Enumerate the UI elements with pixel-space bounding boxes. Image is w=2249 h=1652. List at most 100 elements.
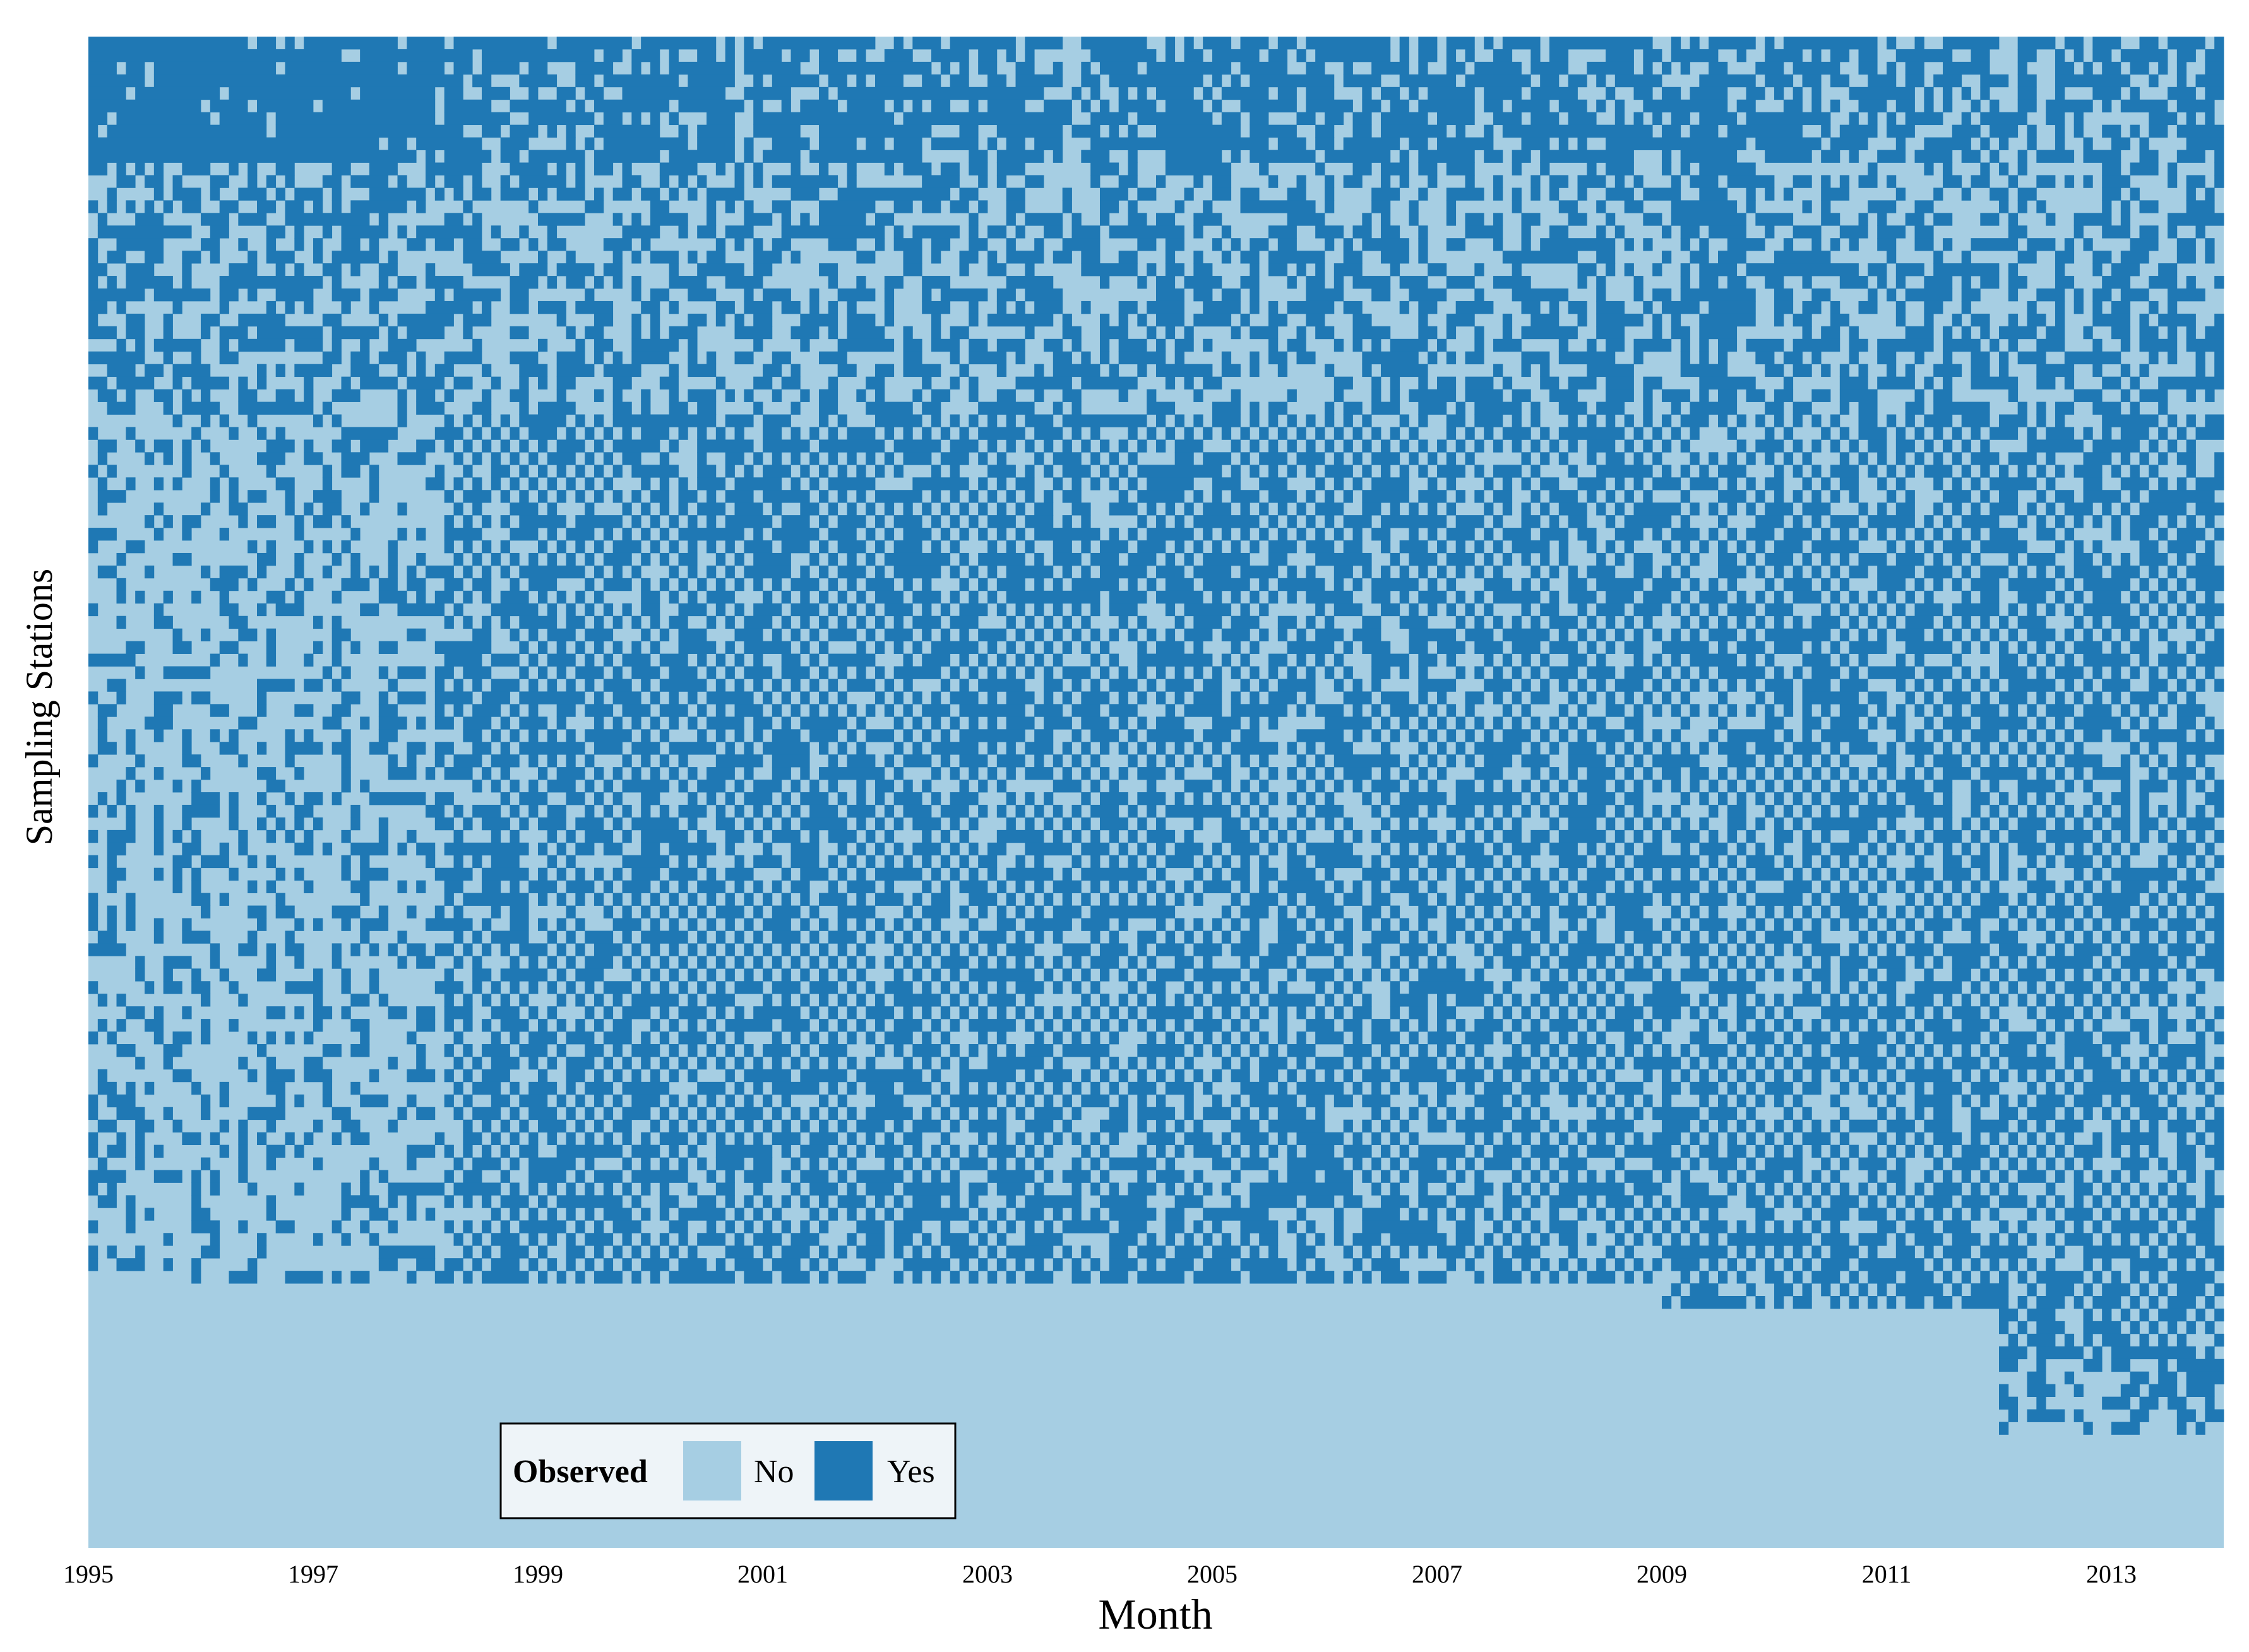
heatmap-cell-observed (772, 767, 791, 780)
heatmap-cell-observed (1100, 351, 1110, 365)
heatmap-cell-observed (585, 137, 595, 150)
heatmap-cell-observed (1352, 780, 1363, 793)
heatmap-cell-observed (1137, 653, 1213, 667)
heatmap-cell-observed (313, 641, 323, 654)
heatmap-cell-observed (1680, 276, 1690, 289)
heatmap-cell-observed (1577, 679, 1587, 692)
heatmap-cell-observed (2130, 401, 2140, 415)
heatmap-cell-observed (1662, 943, 1672, 956)
heatmap-cell-observed (1147, 880, 1157, 893)
heatmap-cell-observed (1774, 565, 1784, 579)
heatmap-cell-observed (1484, 930, 1494, 944)
heatmap-cell-observed (1587, 162, 1597, 175)
heatmap-cell-observed (1652, 452, 1662, 465)
heatmap-cell-observed (1231, 666, 1241, 679)
heatmap-cell-observed (1044, 792, 1054, 805)
heatmap-cell-observed (594, 465, 604, 478)
heatmap-cell-observed (828, 829, 857, 843)
heatmap-cell-observed (893, 615, 904, 629)
heatmap-cell-observed (257, 817, 267, 831)
heatmap-cell-observed (1887, 251, 1897, 264)
heatmap-cell-observed (594, 742, 623, 755)
heatmap-cell-observed (369, 288, 398, 302)
heatmap-cell-observed (1381, 767, 1391, 780)
heatmap-cell-observed (1549, 187, 1560, 201)
heatmap-cell-observed (893, 565, 941, 579)
heatmap-cell-observed (1156, 968, 1184, 982)
heatmap-cell-observed (1839, 628, 1850, 641)
heatmap-cell-observed (547, 528, 558, 541)
heatmap-cell-observed (2055, 540, 2065, 554)
heatmap-cell-observed (153, 187, 164, 201)
heatmap-cell-observed (893, 225, 904, 239)
heatmap-cell-observed (304, 880, 314, 893)
heatmap-cell-observed (1015, 61, 1035, 75)
heatmap-cell-observed (1606, 162, 1634, 175)
heatmap-cell-observed (1006, 540, 1016, 554)
heatmap-cell-observed (1371, 780, 1400, 793)
heatmap-cell-observed (1006, 742, 1016, 755)
heatmap-cell-observed (1231, 704, 1288, 717)
heatmap-cell-observed (2046, 905, 2075, 918)
heatmap-cell-observed (1333, 338, 1344, 352)
heatmap-cell-observed (1727, 528, 1738, 541)
heatmap-cell-observed (1961, 112, 1971, 126)
heatmap-cell-observed (2092, 540, 2103, 554)
heatmap-cell-observed (837, 691, 847, 704)
heatmap-cell-observed (669, 918, 679, 931)
heatmap-cell-observed (1362, 792, 1372, 805)
heatmap-cell-observed (1587, 893, 1597, 906)
heatmap-cell-observed (2055, 691, 2065, 704)
heatmap-cell-observed (1137, 364, 1147, 377)
heatmap-cell-observed (1362, 414, 1372, 427)
heatmap-cell-observed (950, 968, 960, 982)
heatmap-cell-observed (2008, 338, 2019, 352)
heatmap-cell-observed (781, 515, 810, 528)
heatmap-cell-observed (697, 956, 707, 969)
heatmap-cell-observed (1418, 968, 1465, 982)
heatmap-cell-observed (1306, 288, 1344, 302)
heatmap-cell-observed (153, 704, 173, 717)
heatmap-cell-observed (1287, 439, 1297, 453)
heatmap-cell-observed (1736, 49, 1746, 62)
heatmap-cell-observed (1961, 615, 1971, 629)
heatmap-cell-observed (688, 288, 717, 302)
heatmap-cell-observed (153, 804, 164, 818)
heatmap-cell-observed (1596, 276, 1606, 289)
heatmap-cell-observed (2064, 729, 2075, 742)
heatmap-cell-observed (126, 540, 145, 554)
heatmap-cell-observed (378, 578, 398, 591)
heatmap-cell-observed (88, 61, 117, 75)
heatmap-cell-observed (1999, 137, 2009, 150)
heatmap-cell-observed (884, 452, 895, 465)
heatmap-cell-observed (688, 691, 698, 704)
heatmap-cell-observed (1250, 112, 1269, 126)
heatmap-cell-observed (88, 855, 98, 869)
heatmap-cell-observed (1914, 829, 1924, 843)
heatmap-cell-observed (1493, 716, 1503, 730)
heatmap-cell-observed (182, 918, 192, 931)
heatmap-cell-observed (1877, 225, 1906, 239)
heatmap-cell-observed (1858, 427, 1887, 440)
heatmap-cell-observed (940, 528, 951, 541)
heatmap-cell-observed (1343, 61, 1353, 75)
heatmap-cell-observed (688, 251, 698, 264)
heatmap-cell-observed (669, 150, 735, 163)
heatmap-cell-observed (388, 552, 398, 566)
heatmap-cell-observed (1493, 465, 1522, 478)
heatmap-cell-observed (828, 930, 857, 944)
heatmap-cell-observed (1718, 414, 1728, 427)
heatmap-cell-observed (1709, 981, 1756, 994)
heatmap-cell-observed (1231, 465, 1241, 478)
heatmap-cell-observed (2139, 338, 2178, 352)
heatmap-cell-observed (2083, 326, 2093, 340)
heatmap-cell-observed (1062, 867, 1072, 881)
heatmap-cell-observed (669, 326, 698, 340)
heatmap-cell-observed (116, 300, 126, 314)
heatmap-cell-observed (2205, 326, 2224, 340)
heatmap-cell-observed (1521, 905, 1531, 918)
heatmap-cell-observed (1212, 590, 1222, 604)
heatmap-cell-observed (1606, 893, 1653, 906)
heatmap-cell-observed (491, 376, 501, 389)
heatmap-cell-observed (1530, 313, 1560, 327)
